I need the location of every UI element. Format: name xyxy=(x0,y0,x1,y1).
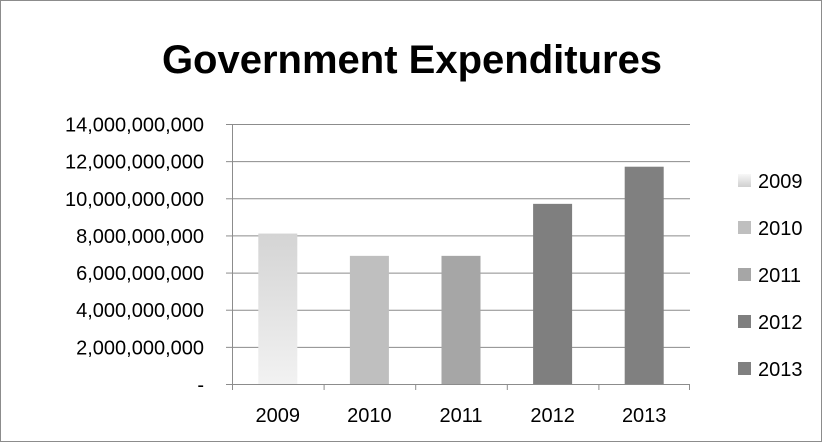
bar-2011 xyxy=(441,255,481,384)
legend-swatch-2009 xyxy=(738,174,751,187)
legend-label: 2013 xyxy=(758,359,803,381)
y-tick-label: 2,000,000,000 xyxy=(76,337,204,359)
legend-label: 2012 xyxy=(758,312,803,334)
y-tick-label: 8,000,000,000 xyxy=(76,226,204,248)
y-tick-labels: - 2,000,000,000 4,000,000,000 6,000,000,000… xyxy=(65,115,204,397)
bars xyxy=(258,166,664,384)
legend-swatch-2010 xyxy=(738,221,751,234)
legend-swatch-2013 xyxy=(738,362,751,375)
y-tick-label: 14,000,000,000 xyxy=(65,115,204,137)
legend-swatch-2011 xyxy=(738,268,751,281)
x-tick-label: 2012 xyxy=(530,405,575,427)
y-tick-label: 10,000,000,000 xyxy=(65,189,204,211)
bar-2012 xyxy=(533,203,573,384)
x-tick-label: 2009 xyxy=(256,405,301,427)
legend: 2009 2010 2011 2012 2013 xyxy=(738,171,803,381)
legend-label: 2010 xyxy=(758,218,803,240)
legend-swatch-2012 xyxy=(738,315,751,328)
chart-title: Government Expenditures xyxy=(161,38,663,82)
legend-label: 2011 xyxy=(758,265,801,287)
y-tick-label: 6,000,000,000 xyxy=(76,263,204,285)
legend-label: 2009 xyxy=(758,171,803,193)
x-tick-label: 2011 xyxy=(439,405,482,427)
y-tick-label: 12,000,000,000 xyxy=(65,152,204,174)
x-tick-label: 2010 xyxy=(347,405,392,427)
bar-2010 xyxy=(349,255,389,384)
bar-2009 xyxy=(258,233,298,384)
bar-2013 xyxy=(624,166,664,384)
x-tick-labels: 2009 2010 2011 2012 2013 xyxy=(256,405,667,427)
axes xyxy=(226,124,690,390)
y-tick-label: - xyxy=(197,375,204,397)
x-tick-label: 2013 xyxy=(622,405,667,427)
y-tick-label: 4,000,000,000 xyxy=(76,300,204,322)
